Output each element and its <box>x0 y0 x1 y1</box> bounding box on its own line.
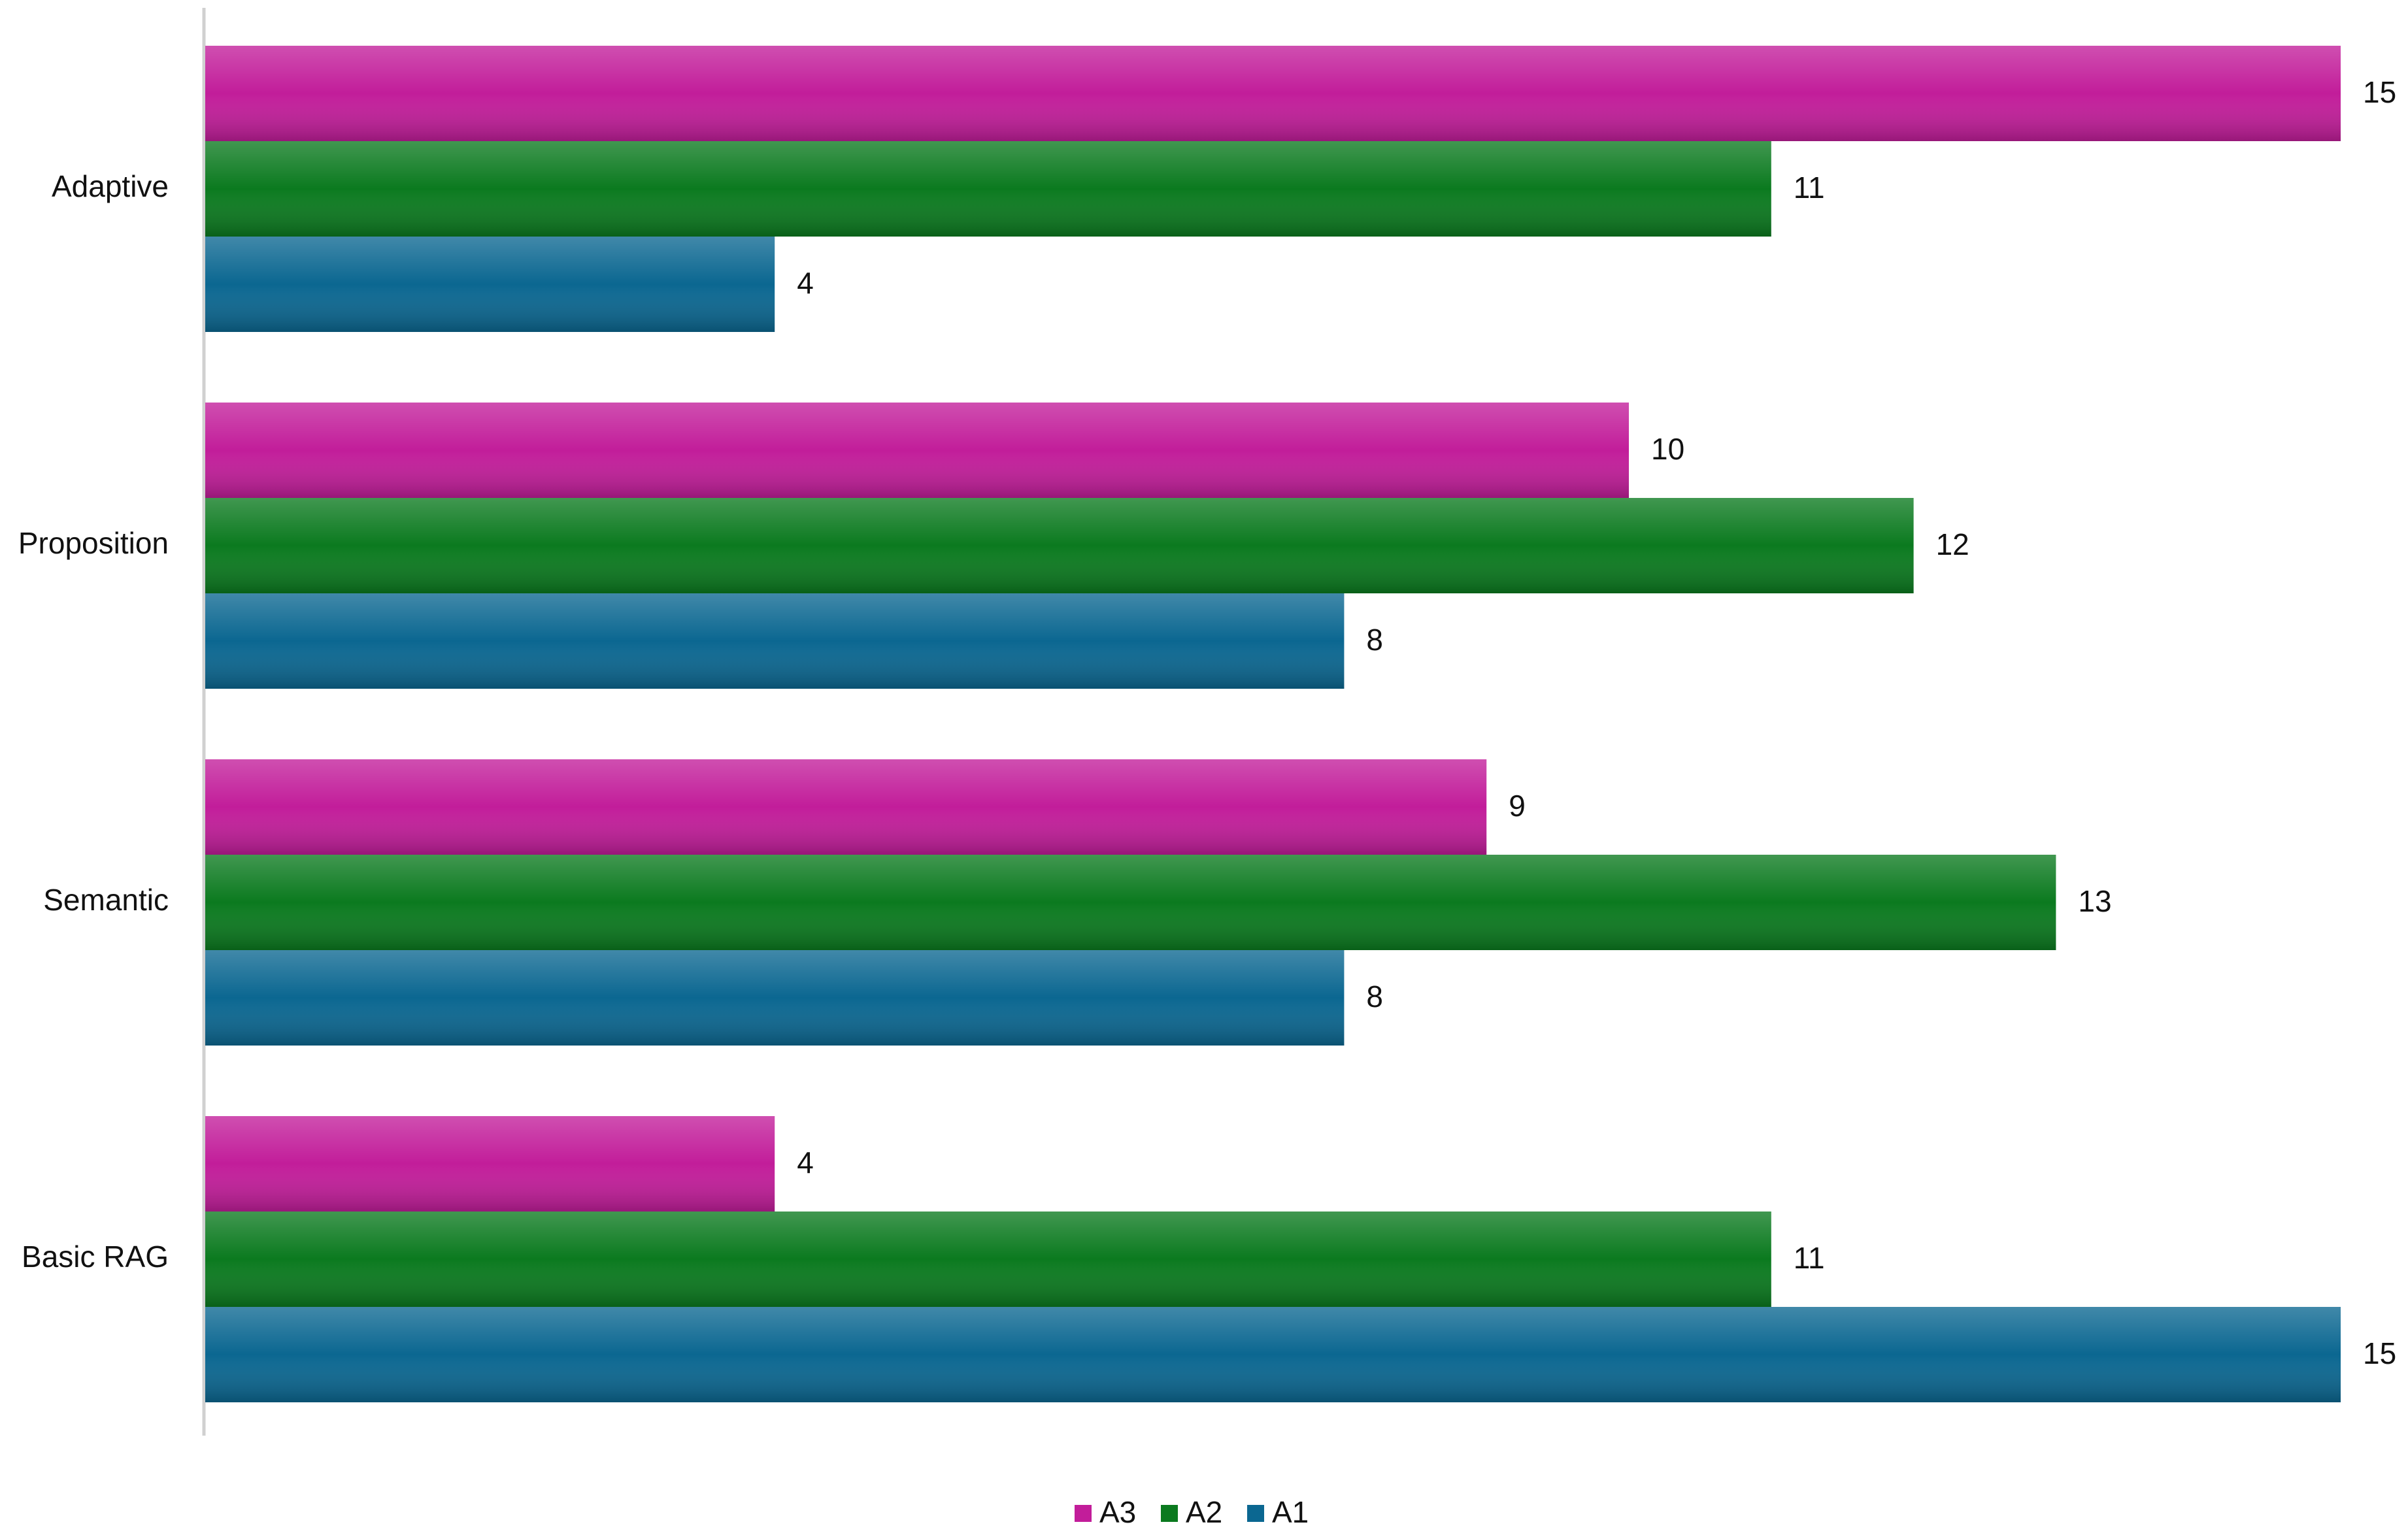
bar-shading <box>205 498 1914 593</box>
bar-shading <box>205 1307 2341 1402</box>
bar-shading <box>205 855 2056 950</box>
category-label: Proposition <box>18 526 169 560</box>
legend-swatch <box>1075 1505 1092 1522</box>
value-label: 4 <box>797 1146 814 1179</box>
legend-label: A2 <box>1186 1495 1222 1529</box>
value-label: 11 <box>1794 171 1825 205</box>
value-label: 15 <box>2363 75 2396 109</box>
bar-shading <box>205 759 1487 855</box>
bar-shading <box>205 1116 775 1212</box>
value-label: 15 <box>2363 1336 2396 1370</box>
bar-shading <box>205 593 1345 689</box>
category-label: Adaptive <box>52 169 169 203</box>
value-label: 10 <box>1651 432 1684 466</box>
value-label: 8 <box>1366 623 1383 657</box>
value-label: 12 <box>1936 527 1969 561</box>
bar-shading <box>205 46 2341 141</box>
legend-label: A3 <box>1099 1495 1136 1529</box>
category-label: Semantic <box>43 883 169 917</box>
bar-shading <box>205 237 775 332</box>
value-label: 4 <box>797 266 814 300</box>
bar-shading <box>205 950 1345 1046</box>
value-label: 13 <box>2078 884 2111 918</box>
bar-shading <box>205 1212 1771 1307</box>
category-label: Basic RAG <box>22 1240 169 1274</box>
bar-shading <box>205 141 1771 237</box>
value-label: 9 <box>1509 789 1526 823</box>
value-label: 8 <box>1366 980 1383 1014</box>
legend-swatch <box>1247 1505 1264 1522</box>
legend-label: A1 <box>1272 1495 1309 1529</box>
value-label: 11 <box>1794 1241 1825 1275</box>
legend-swatch <box>1161 1505 1178 1522</box>
bar-shading <box>205 403 1629 498</box>
